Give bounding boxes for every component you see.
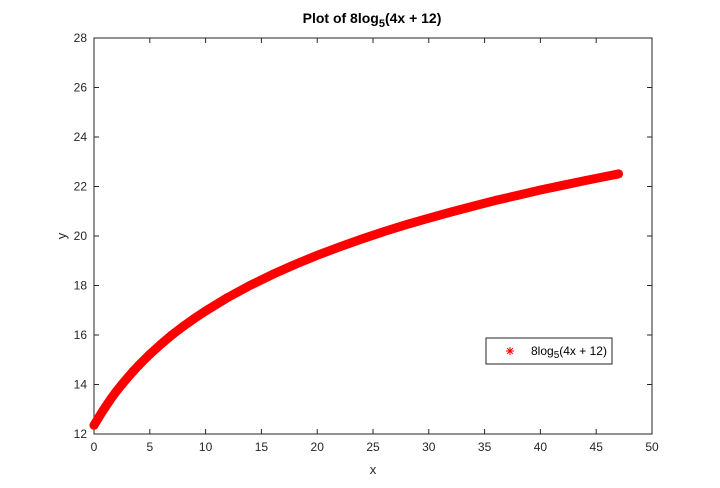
y-tick-label: 24 (74, 130, 88, 144)
series-point (167, 330, 177, 340)
series-point (201, 306, 211, 316)
x-tick-label: 15 (255, 440, 269, 454)
series-point (602, 171, 612, 181)
series-point (535, 185, 545, 195)
series-point (513, 190, 523, 200)
series-point (134, 360, 144, 370)
x-tick-label: 50 (645, 440, 659, 454)
series-point (614, 169, 624, 179)
series-point (128, 366, 138, 376)
series-point (268, 269, 278, 279)
series-point (100, 402, 110, 412)
series-point (290, 259, 300, 269)
x-tick-label: 30 (422, 440, 436, 454)
y-axis-label: y (54, 232, 69, 239)
y-tick-label: 16 (74, 328, 88, 342)
x-tick-label: 20 (311, 440, 325, 454)
x-tick-label: 35 (478, 440, 492, 454)
series-point (558, 180, 568, 190)
x-tick-label: 5 (146, 440, 153, 454)
legend-label: 8log5(4x + 12) (531, 344, 607, 361)
series-point (178, 321, 188, 331)
x-tick-label: 45 (590, 440, 604, 454)
y-tick-label: 18 (74, 279, 88, 293)
series-point (106, 394, 116, 404)
legend-marker (506, 347, 514, 355)
y-tick-label: 26 (74, 81, 88, 95)
y-tick-label: 14 (74, 378, 88, 392)
series-points (89, 169, 624, 430)
x-tick-label: 10 (199, 440, 213, 454)
title-main: Plot of 8log (303, 10, 379, 26)
y-tick-label: 28 (74, 31, 88, 45)
series-point (156, 339, 166, 349)
y-axis-ticks: 12 14 16 18 20 22 24 26 28 (74, 31, 652, 441)
series-point (145, 349, 155, 359)
series-point (580, 176, 590, 186)
x-axis-ticks: 0 5 10 15 20 25 30 35 40 45 50 (91, 38, 659, 454)
series-point (357, 234, 367, 244)
series-point (468, 201, 478, 211)
series-point (491, 195, 501, 205)
x-tick-label: 25 (366, 440, 380, 454)
y-tick-label: 20 (74, 229, 88, 243)
legend-label-tail: (4x + 12) (559, 344, 607, 358)
legend: 8log5(4x + 12) (485, 337, 613, 365)
title-subscript: 5 (379, 18, 385, 30)
chart-title: Plot of 8log5(4x + 12) (303, 10, 442, 30)
series-point (446, 207, 456, 217)
x-axis-label: x (370, 462, 377, 477)
series-point (424, 213, 434, 223)
series-point (335, 242, 345, 252)
series-point (189, 313, 199, 323)
series-point (117, 380, 127, 389)
series-point (111, 386, 121, 396)
title-tail: (4x + 12) (385, 10, 441, 26)
legend-label-subscript: 5 (554, 350, 560, 361)
y-tick-label: 22 (74, 180, 88, 194)
y-tick-label: 12 (74, 427, 88, 441)
legend-label-main: 8log (531, 344, 554, 358)
series-point (379, 227, 389, 237)
series-point (245, 280, 255, 290)
x-tick-label: 40 (534, 440, 548, 454)
x-tick-label: 0 (91, 440, 98, 454)
series-point (223, 292, 233, 302)
series-point (122, 373, 132, 383)
series-point (312, 250, 322, 260)
series-point (89, 420, 99, 430)
series-point (401, 220, 411, 230)
legend-asterisk-icon (506, 347, 514, 355)
